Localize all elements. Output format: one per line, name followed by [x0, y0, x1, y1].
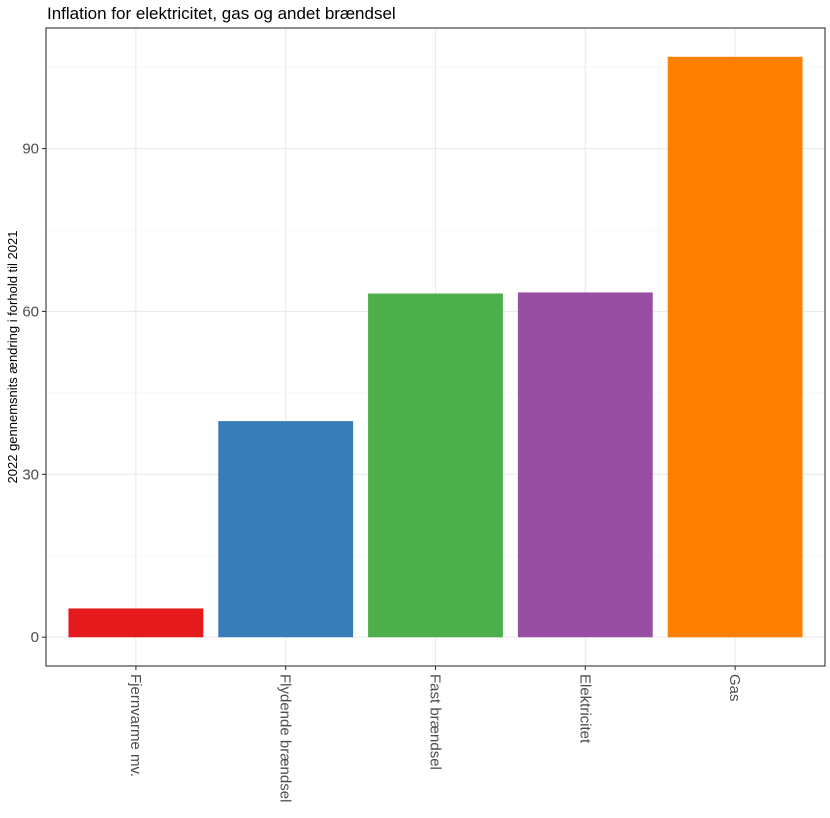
bar: [368, 293, 503, 638]
chart-title: Inflation for elektricitet, gas og andet…: [47, 4, 396, 23]
x-tick-label: Flydende brændsel: [277, 674, 294, 802]
axes: 0 30 60 90 Fjernvarme mv. Flydende brændsel Fa…: [22, 141, 743, 803]
y-tick-label: 60: [22, 303, 39, 320]
x-tick-label: Elektricitet: [576, 674, 593, 744]
x-tick-label: Fast brændsel: [427, 674, 444, 770]
y-tick-label: 0: [31, 629, 39, 646]
x-tick-label: Gas: [726, 674, 743, 702]
y-tick-label: 90: [22, 141, 39, 158]
x-tick-label: Fjernvarme mv.: [127, 674, 144, 777]
y-tick-label: 30: [22, 466, 39, 483]
y-axis-label: 2022 gennemsnits ændring i forhold til 2…: [5, 231, 20, 484]
bar: [667, 56, 803, 638]
bar: [517, 292, 653, 638]
bars: [68, 56, 803, 638]
bar: [218, 421, 354, 638]
bar: [68, 608, 204, 638]
